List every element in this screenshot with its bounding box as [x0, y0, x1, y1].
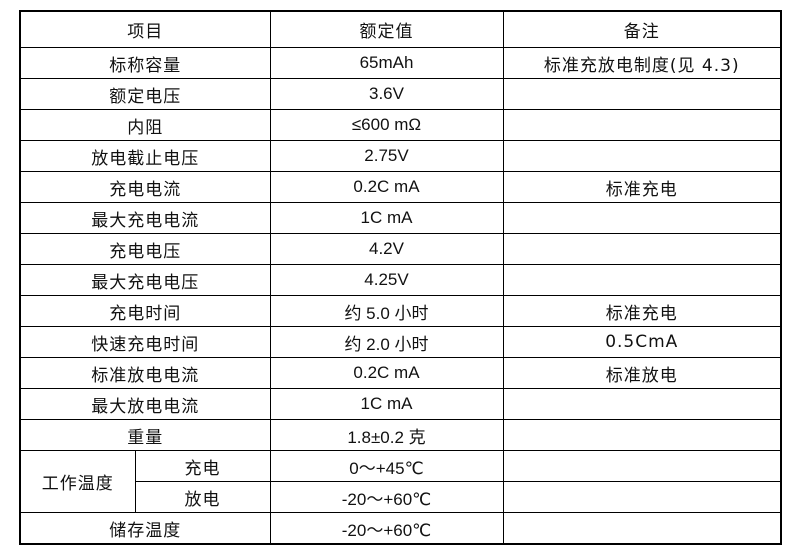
sub-item: 充电 — [134, 450, 271, 482]
value-cell: 3.6V — [269, 78, 504, 110]
item-cell: 充电时间 — [19, 295, 271, 327]
table-row: 标称容量 65mAh 标准充放电制度(见 4.3) — [19, 47, 782, 79]
value-cell: 0～+45℃ — [269, 450, 504, 482]
note-cell — [502, 109, 782, 141]
value-cell: 0.2C mA — [269, 357, 504, 389]
note-cell — [502, 388, 782, 420]
value-cell: 65mAh — [269, 47, 504, 79]
table-row: 工作温度 充电 0～+45℃ — [19, 450, 782, 513]
note-cell — [502, 512, 782, 545]
table-row: 充电时间约 5.0 小时 标准充电 — [19, 295, 782, 327]
item-cell: 充电电压 — [19, 233, 271, 265]
value-cell: -20～+60℃ — [269, 512, 504, 545]
table-row: 额定电压 3.6V — [19, 78, 782, 110]
note-cell: 0.5CmA — [502, 326, 782, 358]
note-cell — [502, 78, 782, 110]
item-cell: 储存温度 — [19, 512, 271, 545]
item-cell: 内阻 — [19, 109, 271, 141]
value-cell: -20～+60℃ — [269, 481, 504, 513]
item-cell: 放电截止电压 — [19, 140, 271, 172]
table-row: 内阻 ≤600 mΩ — [19, 109, 782, 141]
operating-temp-label: 工作温度 — [19, 450, 136, 513]
sub-item: 放电 — [134, 481, 271, 513]
item-cell: 额定电压 — [19, 78, 271, 110]
note-cell: 标准充放电制度(见 4.3) — [502, 47, 782, 79]
value-cell: 2.75V — [269, 140, 504, 172]
table-row: 放电截止电压 2.75V — [19, 140, 782, 172]
value-cell: 4.25V — [269, 264, 504, 296]
note-cell — [502, 481, 782, 513]
value-cell: 1C mA — [269, 202, 504, 234]
item-cell: 标准放电电流 — [19, 357, 271, 389]
table-row: 快速充电时间约 2.0 小时 0.5CmA — [19, 326, 782, 358]
value-cell: 0.2C mA — [269, 171, 504, 203]
table-row: 放电 -20～+60℃ — [20, 481, 782, 513]
table-row: 最大充电电压 4.25V — [19, 264, 782, 296]
item-cell: 最大放电电流 — [19, 388, 271, 420]
note-cell: 标准充电 — [502, 295, 782, 327]
item-cell: 最大充电电压 — [19, 264, 271, 296]
table-row: 标准放电电流 0.2C mA 标准放电 — [19, 357, 782, 389]
note-cell — [502, 450, 782, 482]
note-cell — [502, 140, 782, 172]
item-cell: 重量 — [19, 419, 271, 451]
value-cell: 约 5.0 小时 — [269, 295, 504, 327]
table-row: 储存温度 -20～+60℃ — [19, 512, 782, 545]
header-note: 备注 — [502, 10, 782, 48]
note-cell: 标准充电 — [502, 171, 782, 203]
note-cell — [502, 264, 782, 296]
note-cell — [502, 233, 782, 265]
spec-table: 项目 额定值 备注 标称容量 65mAh 标准充放电制度(见 4.3) 额定电压 3.6… — [19, 10, 782, 545]
note-cell — [502, 419, 782, 451]
header-value: 额定值 — [269, 10, 504, 48]
value-cell: 4.2V — [269, 233, 504, 265]
value-cell: 1C mA — [269, 388, 504, 420]
header-item: 项目 — [19, 10, 271, 48]
table-row: 重量 1.8±0.2 克 — [19, 419, 782, 451]
header-row: 项目 额定值 备注 — [19, 10, 782, 48]
value-cell: 约 2.0 小时 — [269, 326, 504, 358]
table-row: 充电电流 0.2C mA 标准充电 — [19, 171, 782, 203]
value-cell: ≤600 mΩ — [269, 109, 504, 141]
item-cell: 最大充电电流 — [19, 202, 271, 234]
item-cell: 充电电流 — [19, 171, 271, 203]
table-row: 充电电压 4.2V — [19, 233, 782, 265]
table-row: 最大放电电流 1C mA — [19, 388, 782, 420]
item-cell: 标称容量 — [19, 47, 271, 79]
value-cell: 1.8±0.2 克 — [269, 419, 504, 451]
note-cell: 标准放电 — [502, 357, 782, 389]
item-cell: 快速充电时间 — [19, 326, 271, 358]
table-row: 最大充电电流 1C mA — [19, 202, 782, 234]
note-cell — [502, 202, 782, 234]
